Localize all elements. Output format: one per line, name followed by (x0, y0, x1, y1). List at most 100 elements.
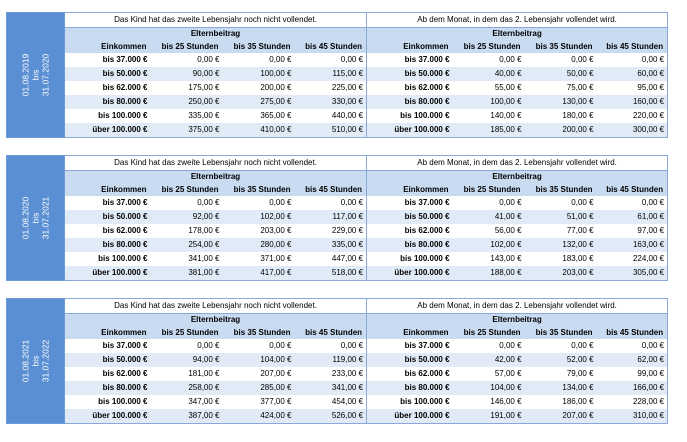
income-cell: bis 62.000 € (366, 367, 453, 381)
fee-cell: 94,00 € (150, 353, 223, 367)
fee-cell: 92,00 € (150, 210, 223, 224)
table-row: über 100.000 €381,00 €417,00 €518,00 € üb… (7, 266, 669, 281)
fee-cell: 61,00 € (596, 210, 669, 224)
fee-cell: 0,00 € (524, 339, 597, 353)
table-row: bis 37.000 €0,00 €0,00 €0,00 € bis 37.000… (7, 339, 669, 353)
fee-cell: 0,00 € (524, 53, 597, 67)
fee-cell: 526,00 € (294, 409, 368, 424)
income-cell: bis 80.000 € (64, 238, 151, 252)
column-header: Einkommen (366, 183, 453, 196)
fee-cell: 0,00 € (150, 196, 223, 210)
fee-cell: 0,00 € (222, 339, 295, 353)
fee-cell: 104,00 € (452, 381, 525, 395)
fee-cell: 51,00 € (524, 210, 597, 224)
fee-cell: 60,00 € (596, 67, 669, 81)
income-cell: bis 50.000 € (64, 353, 151, 367)
period-line: 01.08.2020 (20, 196, 31, 240)
income-cell: bis 37.000 € (366, 53, 453, 67)
income-cell: bis 50.000 € (64, 67, 151, 81)
fee-cell: 52,00 € (524, 353, 597, 367)
income-cell: über 100.000 € (64, 123, 151, 138)
fee-cell: 0,00 € (596, 339, 669, 353)
elternbeitrag-header: Elternbeitrag (63, 27, 368, 40)
fee-cell: 143,00 € (452, 252, 525, 266)
left-title: Das Kind hat das zweite Lebensjahr noch … (63, 155, 368, 171)
fee-cell: 175,00 € (150, 81, 223, 95)
fee-cell: 99,00 € (596, 367, 669, 381)
column-header: bis 45 Stunden (596, 40, 669, 53)
fee-cell: 203,00 € (222, 224, 295, 238)
fee-cell: 160,00 € (596, 95, 669, 109)
fee-cell: 41,00 € (452, 210, 525, 224)
fee-table: 01.08.2019 bis 31.07.2020 Das Kind hat das … (6, 12, 669, 138)
fee-cell: 447,00 € (294, 252, 368, 266)
left-title: Das Kind hat das zweite Lebensjahr noch … (63, 12, 368, 28)
fee-cell: 0,00 € (294, 53, 368, 67)
fee-cell: 140,00 € (452, 109, 525, 123)
income-cell: bis 37.000 € (64, 339, 151, 353)
fee-cell: 183,00 € (524, 252, 597, 266)
right-title: Ab dem Monat, in dem das 2. Lebensjahr v… (366, 12, 669, 28)
income-cell: bis 100.000 € (366, 109, 453, 123)
fee-cell: 207,00 € (524, 409, 597, 424)
fee-table: 01.08.2020 bis 31.07.2021 Das Kind hat das … (6, 155, 669, 281)
column-header: bis 45 Stunden (294, 326, 368, 339)
fee-cell: 207,00 € (222, 367, 295, 381)
elternbeitrag-header: Elternbeitrag (366, 170, 669, 183)
table-row: bis 37.000 €0,00 €0,00 €0,00 € bis 37.000… (7, 53, 669, 67)
column-header: bis 25 Stunden (452, 326, 525, 339)
table-row: bis 62.000 €181,00 €207,00 €233,00 € bis … (7, 367, 669, 381)
fee-cell: 417,00 € (222, 266, 295, 281)
fee-cell: 50,00 € (524, 67, 597, 81)
fee-cell: 0,00 € (452, 53, 525, 67)
column-header: bis 25 Stunden (452, 40, 525, 53)
period-line: bis (30, 69, 41, 81)
column-header: bis 35 Stunden (222, 40, 295, 53)
fee-cell: 424,00 € (222, 409, 295, 424)
fee-cell: 280,00 € (222, 238, 295, 252)
period-label: 01.08.2021 bis 31.07.2022 (6, 298, 65, 424)
income-cell: bis 100.000 € (64, 109, 151, 123)
fee-cell: 228,00 € (596, 395, 669, 409)
fee-cell: 0,00 € (452, 196, 525, 210)
fee-cell: 130,00 € (524, 95, 597, 109)
column-header: bis 35 Stunden (222, 183, 295, 196)
fee-cell: 371,00 € (222, 252, 295, 266)
column-header: bis 45 Stunden (294, 183, 368, 196)
column-header: bis 35 Stunden (524, 183, 597, 196)
table-row: bis 37.000 €0,00 €0,00 €0,00 € bis 37.000… (7, 196, 669, 210)
column-header: bis 25 Stunden (150, 183, 223, 196)
income-cell: bis 80.000 € (64, 95, 151, 109)
fee-cell: 163,00 € (596, 238, 669, 252)
fee-cell: 117,00 € (294, 210, 368, 224)
table-row: bis 62.000 €178,00 €203,00 €229,00 € bis … (7, 224, 669, 238)
period-label: 01.08.2019 bis 31.07.2020 (6, 12, 65, 138)
fee-cell: 365,00 € (222, 109, 295, 123)
fee-cell: 185,00 € (452, 123, 525, 138)
fee-cell: 40,00 € (452, 67, 525, 81)
elternbeitrag-header: Elternbeitrag (366, 313, 669, 326)
period-line: 01.08.2021 (20, 339, 31, 383)
table-row: bis 80.000 €250,00 €275,00 €330,00 € bis … (7, 95, 669, 109)
income-cell: über 100.000 € (366, 266, 453, 281)
fee-cell: 90,00 € (150, 67, 223, 81)
table-row: bis 100.000 €335,00 €365,00 €440,00 € bis… (7, 109, 669, 123)
fee-cell: 254,00 € (150, 238, 223, 252)
income-cell: bis 80.000 € (366, 238, 453, 252)
elternbeitrag-header: Elternbeitrag (63, 170, 368, 183)
fee-cell: 440,00 € (294, 109, 368, 123)
income-cell: bis 37.000 € (366, 339, 453, 353)
fee-cell: 229,00 € (294, 224, 368, 238)
fee-cell: 387,00 € (150, 409, 223, 424)
income-cell: bis 100.000 € (366, 252, 453, 266)
column-header: bis 35 Stunden (222, 326, 295, 339)
fee-cell: 146,00 € (452, 395, 525, 409)
fee-cell: 454,00 € (294, 395, 368, 409)
fee-cell: 200,00 € (222, 81, 295, 95)
income-cell: bis 100.000 € (64, 395, 151, 409)
fee-cell: 102,00 € (222, 210, 295, 224)
fee-cell: 166,00 € (596, 381, 669, 395)
column-header: bis 35 Stunden (524, 40, 597, 53)
income-cell: über 100.000 € (64, 409, 151, 424)
fee-cell: 275,00 € (222, 95, 295, 109)
